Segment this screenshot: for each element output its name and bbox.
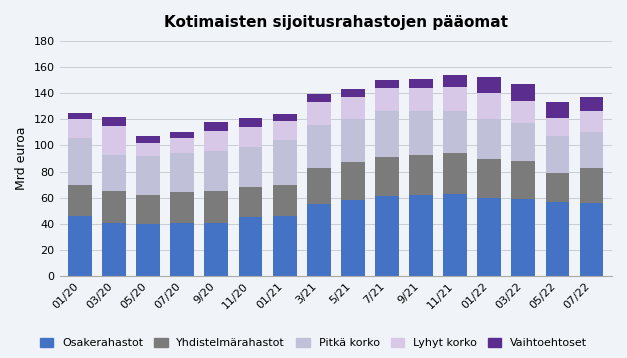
Bar xyxy=(409,111,433,155)
Bar xyxy=(239,118,263,127)
Bar xyxy=(409,155,433,195)
Bar xyxy=(477,159,501,198)
Bar xyxy=(443,153,467,194)
Bar xyxy=(273,121,297,140)
Bar xyxy=(545,202,569,276)
Bar xyxy=(545,102,569,118)
Bar xyxy=(239,147,263,187)
Bar xyxy=(579,203,603,276)
Bar xyxy=(68,137,92,185)
Bar xyxy=(409,88,433,111)
Bar xyxy=(307,204,330,276)
Bar xyxy=(409,79,433,88)
Bar xyxy=(239,187,263,217)
Bar xyxy=(307,95,330,102)
Bar xyxy=(341,97,365,119)
Bar xyxy=(341,163,365,200)
Bar xyxy=(443,194,467,276)
Bar xyxy=(102,126,126,155)
Bar xyxy=(204,191,228,223)
Bar xyxy=(204,223,228,276)
Title: Kotimaisten sijoitusrahastojen pääomat: Kotimaisten sijoitusrahastojen pääomat xyxy=(164,15,508,30)
Bar xyxy=(102,117,126,126)
Bar xyxy=(204,151,228,191)
Bar xyxy=(375,197,399,276)
Bar xyxy=(239,217,263,276)
Bar xyxy=(579,97,603,111)
Bar xyxy=(136,195,160,224)
Bar xyxy=(307,168,330,204)
Bar xyxy=(443,75,467,87)
Bar xyxy=(477,198,501,276)
Bar xyxy=(477,93,501,119)
Bar xyxy=(102,155,126,191)
Bar xyxy=(579,132,603,168)
Legend: Osakerahastot, Yhdistelmärahastot, Pitkä korko, Lyhyt korko, Vaihtoehtoset: Osakerahastot, Yhdistelmärahastot, Pitkä… xyxy=(35,333,592,352)
Bar xyxy=(273,185,297,216)
Bar xyxy=(171,223,194,276)
Bar xyxy=(375,88,399,111)
Bar xyxy=(341,89,365,97)
Bar xyxy=(68,216,92,276)
Bar xyxy=(136,143,160,156)
Bar xyxy=(102,191,126,223)
Bar xyxy=(545,173,569,202)
Bar xyxy=(136,136,160,143)
Bar xyxy=(512,84,535,101)
Bar xyxy=(136,224,160,276)
Bar xyxy=(477,77,501,93)
Bar xyxy=(307,102,330,125)
Bar xyxy=(477,119,501,159)
Bar xyxy=(375,80,399,88)
Bar xyxy=(579,168,603,203)
Bar xyxy=(68,119,92,137)
Bar xyxy=(239,127,263,147)
Bar xyxy=(512,123,535,161)
Bar xyxy=(171,137,194,153)
Bar xyxy=(443,87,467,111)
Bar xyxy=(545,118,569,136)
Bar xyxy=(341,119,365,163)
Bar xyxy=(512,101,535,123)
Bar xyxy=(102,223,126,276)
Bar xyxy=(204,122,228,131)
Bar xyxy=(375,157,399,197)
Bar xyxy=(171,193,194,223)
Bar xyxy=(171,153,194,193)
Bar xyxy=(68,185,92,216)
Bar xyxy=(375,111,399,157)
Bar xyxy=(443,111,467,153)
Bar xyxy=(273,216,297,276)
Y-axis label: Mrd euroa: Mrd euroa xyxy=(15,127,28,190)
Bar xyxy=(136,156,160,195)
Bar xyxy=(68,113,92,119)
Bar xyxy=(204,131,228,151)
Bar xyxy=(273,114,297,121)
Bar xyxy=(512,199,535,276)
Bar xyxy=(341,200,365,276)
Bar xyxy=(545,136,569,173)
Bar xyxy=(171,132,194,137)
Bar xyxy=(273,140,297,185)
Bar xyxy=(409,195,433,276)
Bar xyxy=(307,125,330,168)
Bar xyxy=(512,161,535,199)
Bar xyxy=(579,111,603,132)
